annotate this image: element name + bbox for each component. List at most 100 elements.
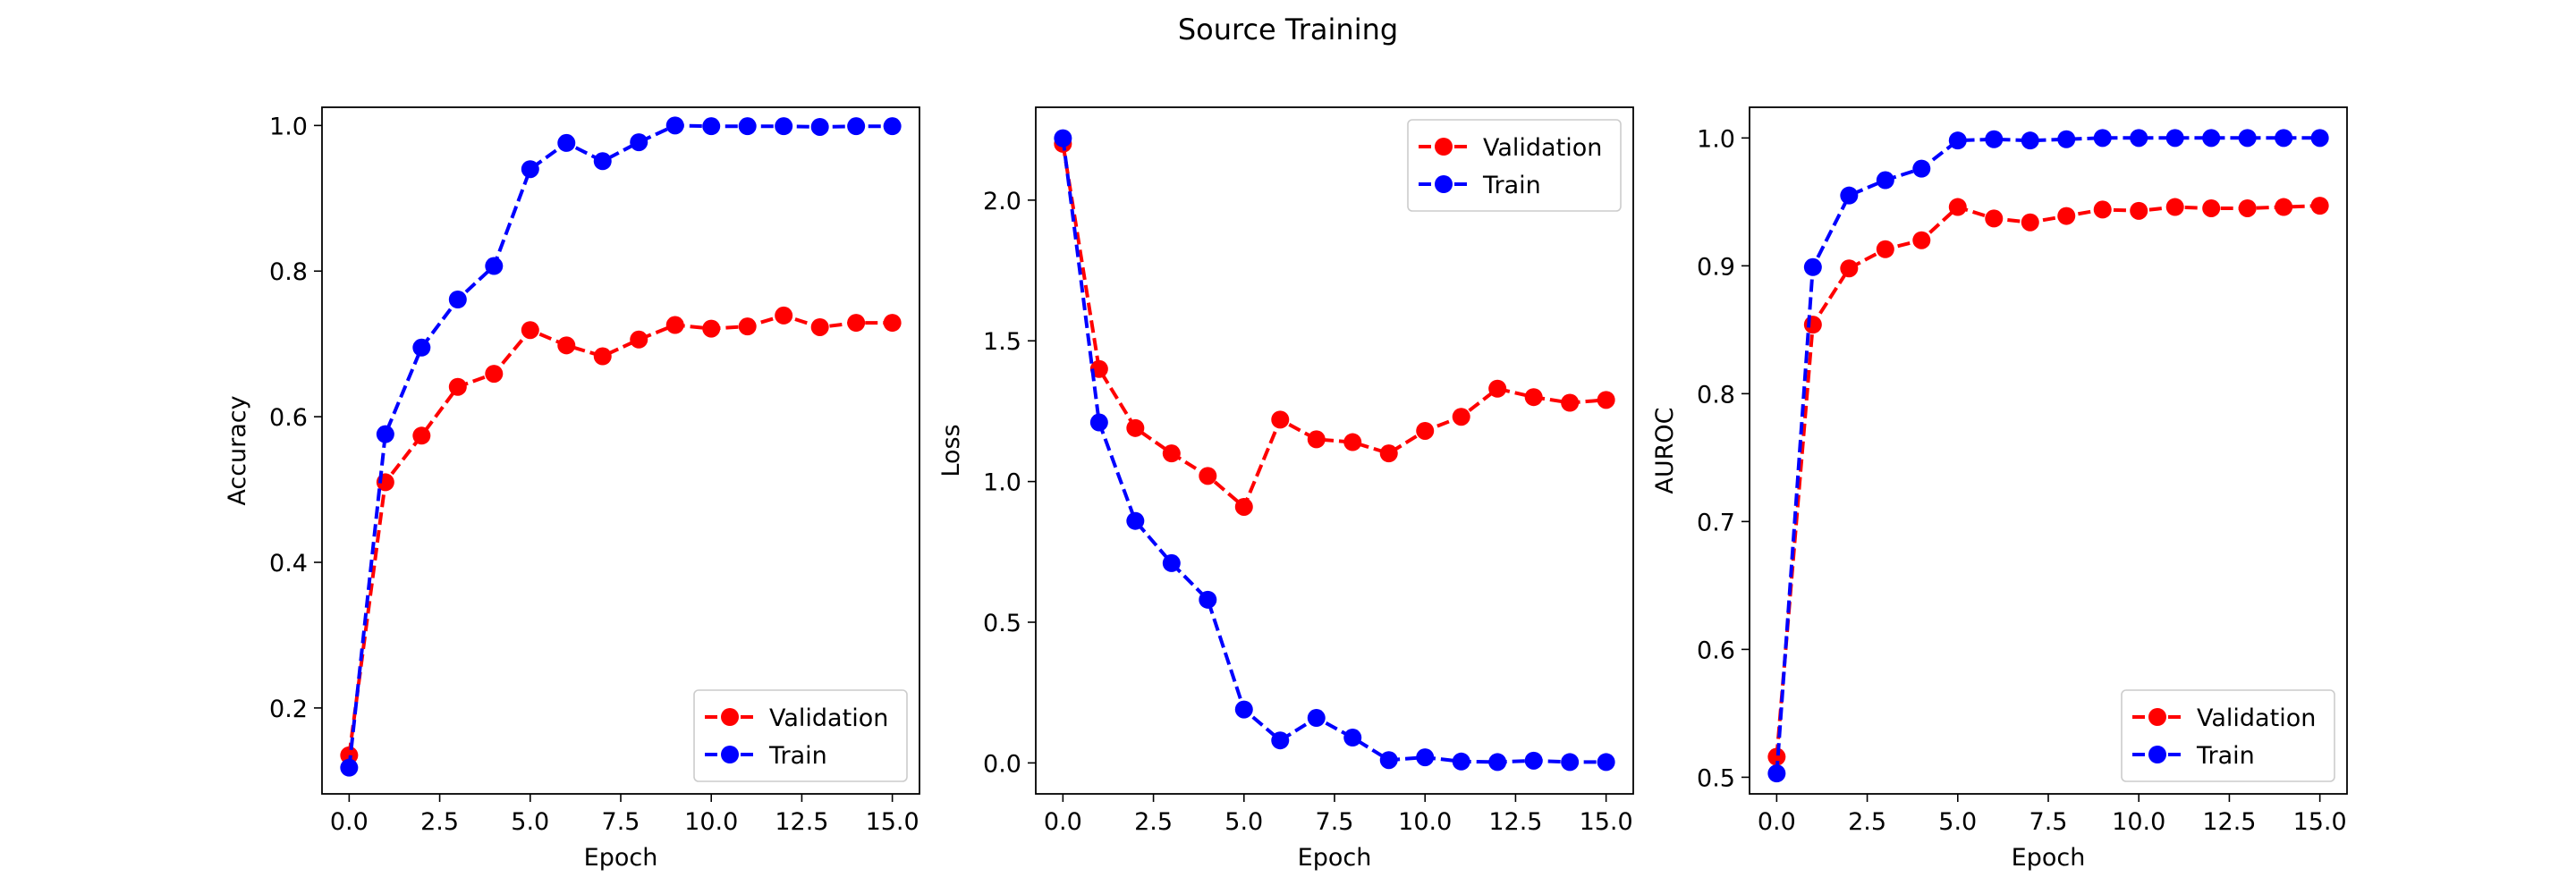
data-point-validation	[2275, 198, 2293, 216]
legend: Validation Train	[2121, 689, 2335, 782]
data-point-validation	[1452, 408, 1470, 426]
axes-frame	[1035, 106, 1634, 795]
data-point-validation	[1126, 418, 1145, 437]
data-point-validation	[1379, 444, 1398, 463]
x-tick-label: 0.0	[330, 808, 369, 836]
data-point-train	[1234, 700, 1253, 719]
data-point-validation	[1234, 497, 1253, 516]
data-point-train	[1416, 748, 1435, 767]
y-tick-label: 1.0	[983, 469, 1021, 497]
data-point-train	[775, 117, 793, 136]
legend: Validation Train	[1407, 119, 1622, 212]
x-axis-label: Epoch	[2012, 844, 2086, 872]
data-point-validation	[775, 306, 793, 325]
data-point-validation	[1985, 209, 2004, 228]
data-point-train	[376, 425, 394, 443]
y-tick-label: 0.8	[1697, 381, 1735, 409]
data-point-validation	[1524, 388, 1543, 407]
x-tick-label: 7.5	[1316, 808, 1354, 836]
data-point-train	[1597, 753, 1615, 772]
data-point-validation	[702, 319, 721, 338]
series-line-validation	[1775, 204, 2320, 757]
data-point-train	[1767, 764, 1786, 783]
data-point-train	[412, 338, 431, 357]
series-line-train	[1775, 136, 2320, 774]
data-point-train	[1089, 413, 1108, 432]
data-point-train	[1488, 753, 1507, 772]
y-tick-label: 0.6	[269, 404, 308, 432]
x-tick-label: 15.0	[866, 808, 919, 836]
data-point-validation	[593, 347, 612, 366]
series-train	[1054, 129, 1615, 772]
data-point-validation	[883, 314, 902, 333]
y-tick-label: 0.4	[269, 550, 308, 578]
data-point-train	[1948, 131, 1967, 150]
data-point-train	[630, 133, 648, 152]
data-point-validation	[557, 336, 576, 355]
data-point-train	[1985, 130, 2004, 148]
legend-marker	[2148, 708, 2166, 726]
legend-label: Validation	[769, 704, 888, 732]
series-line-validation	[1061, 143, 1606, 509]
data-point-validation	[2093, 200, 2112, 219]
x-tick-label: 2.5	[1134, 808, 1173, 836]
data-point-validation	[2310, 197, 2329, 215]
series-train	[1767, 129, 2329, 783]
data-point-train	[1126, 511, 1145, 530]
data-point-validation	[2021, 213, 2039, 232]
data-point-train	[448, 291, 467, 309]
y-tick-label: 1.0	[269, 113, 308, 140]
series-validation	[1767, 197, 2329, 766]
data-point-validation	[1597, 391, 1615, 409]
y-tick-label: 0.8	[269, 258, 308, 286]
x-tick-label: 0.0	[1044, 808, 1082, 836]
legend-marker	[1435, 175, 1453, 193]
y-tick-label: 0.9	[1697, 253, 1735, 281]
data-point-train	[1307, 709, 1326, 728]
data-point-validation	[2165, 198, 2184, 216]
y-tick-label: 0.7	[1697, 509, 1735, 536]
data-point-validation	[810, 317, 829, 336]
legend-label: Train	[768, 742, 827, 770]
legend-marker	[721, 708, 739, 726]
data-point-train	[340, 758, 359, 777]
x-tick-label: 7.5	[602, 808, 640, 836]
data-point-validation	[2202, 198, 2221, 217]
y-tick-label: 1.0	[1697, 125, 1735, 153]
data-point-train	[2275, 129, 2293, 148]
data-point-validation	[2238, 198, 2257, 217]
y-tick-label: 0.5	[983, 610, 1021, 637]
x-tick-label: 10.0	[2112, 808, 2165, 836]
y-axis-label: Accuracy	[224, 395, 251, 505]
data-point-validation	[1162, 444, 1181, 463]
data-point-validation	[1767, 747, 1786, 766]
legend-label: Validation	[1483, 134, 1602, 162]
data-point-train	[1803, 257, 1822, 276]
series-train	[340, 116, 902, 777]
x-axis-label: Epoch	[1298, 844, 1372, 872]
data-point-validation	[2057, 207, 2076, 225]
legend-label: Train	[1482, 172, 1541, 199]
data-point-train	[1452, 752, 1470, 771]
x-tick-label: 5.0	[1224, 808, 1263, 836]
data-point-train	[557, 133, 576, 152]
y-axis-label: Loss	[937, 424, 965, 477]
x-tick-label: 2.5	[1848, 808, 1886, 836]
data-point-validation	[1416, 421, 1435, 440]
data-point-train	[1054, 129, 1072, 148]
data-point-train	[485, 257, 504, 275]
data-point-train	[1199, 590, 1217, 609]
series-validation	[1054, 134, 1615, 516]
x-axis-label: Epoch	[584, 844, 658, 872]
data-point-train	[2057, 130, 2076, 148]
data-point-train	[847, 117, 866, 136]
data-point-validation	[1343, 433, 1362, 451]
auroc-plot: 0.0 2.5 5.0 7.5 10.0 12.5 15.0 0.5 0.6 0.7 0.8 0.9 1…	[1651, 106, 2348, 872]
legend-label: Train	[2196, 742, 2255, 770]
data-point-validation	[448, 377, 467, 396]
y-tick-label: 0.5	[1697, 764, 1735, 792]
data-point-validation	[665, 316, 684, 334]
series-line-validation	[347, 313, 893, 756]
data-point-train	[2130, 129, 2148, 148]
